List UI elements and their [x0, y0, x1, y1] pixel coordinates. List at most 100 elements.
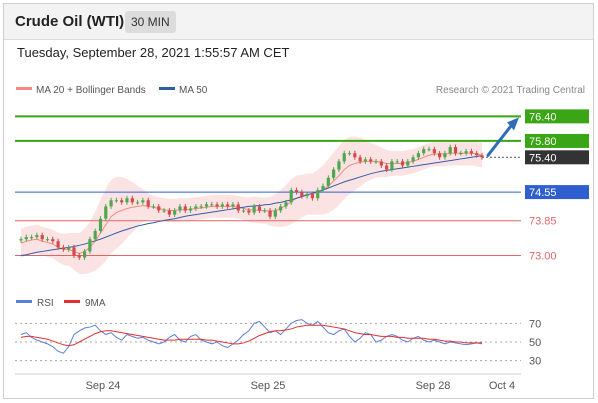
x-axis: Sep 24 Sep 25 Sep 28 Oct 4 — [15, 373, 521, 392]
candle-body — [358, 157, 362, 162]
legend-bollinger-swatch — [16, 87, 32, 90]
candle-body — [316, 190, 320, 199]
candle-body — [342, 153, 346, 162]
candle-body — [236, 204, 240, 211]
candle-body — [67, 247, 71, 250]
candle-body — [432, 149, 436, 154]
candle-body — [427, 149, 431, 151]
candle-body — [210, 204, 214, 206]
price-legend: MA 20 + Bollinger Bands MA 50 Research ©… — [16, 85, 585, 96]
candle-body — [130, 198, 134, 203]
x-tick-label: Sep 25 — [251, 380, 286, 392]
osc-tick-label: 50 — [529, 337, 541, 349]
candle-body — [199, 206, 203, 208]
source-credit: Research © 2021 Trading Central — [436, 85, 585, 96]
candle-body — [188, 208, 193, 211]
candle-body — [321, 185, 325, 191]
candle-body — [300, 192, 304, 197]
candle-body — [104, 206, 108, 219]
candle-body — [109, 200, 113, 207]
legend-rsi-swatch — [16, 300, 32, 303]
candle-body — [93, 230, 97, 240]
instrument-title: Crude Oil (WTI) — [15, 13, 125, 30]
candle-body — [379, 161, 383, 166]
candle-body — [268, 210, 272, 217]
candle-body — [120, 200, 124, 203]
x-tick-label: Sep 24 — [86, 380, 121, 392]
level-label-73.00: 73.00 — [529, 251, 557, 263]
candle-body — [390, 161, 394, 170]
candle-body — [231, 204, 235, 207]
candle-body — [406, 161, 410, 166]
candle-body — [459, 153, 463, 155]
candle-body — [252, 206, 256, 213]
candle-body — [305, 194, 309, 197]
forecast-arrow-shaft — [486, 121, 515, 157]
level-label-73.85: 73.85 — [529, 216, 557, 228]
candle-body — [125, 198, 129, 203]
candle-body — [220, 204, 224, 207]
candle-body — [374, 161, 378, 163]
candle-body — [183, 206, 187, 211]
candle-body — [56, 241, 60, 248]
candle-body — [284, 202, 288, 207]
legend-ma50-swatch — [159, 87, 175, 90]
legend-bollinger-label: MA 20 + Bollinger Bands — [36, 85, 146, 96]
candle-body — [411, 157, 415, 162]
candle-body — [82, 251, 87, 258]
legend-9ma-label: 9MA — [85, 298, 106, 309]
legend-rsi-label: RSI — [37, 298, 54, 309]
candle-body — [438, 153, 442, 158]
candle-body — [310, 194, 315, 199]
candle-body — [273, 210, 277, 217]
candle-body — [88, 239, 92, 252]
widget-header: Crude Oil (WTI) 30 MIN — [4, 4, 593, 40]
candle-body — [141, 200, 145, 203]
candle-body — [443, 153, 447, 158]
candle-body — [416, 153, 421, 158]
candle-body — [475, 153, 479, 156]
candle-body — [453, 147, 458, 154]
oscillator-panel: 70 50 30 — [15, 318, 541, 368]
candle-body — [353, 153, 357, 158]
candle-body — [448, 147, 452, 154]
candle-body — [289, 190, 293, 203]
legend-9ma-swatch — [64, 300, 80, 303]
candle-body — [24, 237, 28, 240]
candle-body — [135, 202, 140, 204]
x-tick-label: Sep 28 — [416, 380, 451, 392]
candle-body — [337, 161, 341, 170]
level-label-box — [525, 133, 589, 148]
oscillator-legend: RSI 9MA — [16, 298, 106, 309]
candle-body — [157, 206, 161, 211]
candle-body — [151, 206, 156, 208]
candle-body — [194, 206, 198, 209]
level-label-box — [525, 109, 589, 124]
chart-canvas: MA 20 + Bollinger Bands MA 50 Research ©… — [15, 85, 589, 392]
candle-body — [215, 204, 219, 207]
level-label-75.40: 75.40 — [529, 152, 557, 164]
candle-body — [247, 210, 251, 213]
candle-body — [279, 206, 283, 211]
ma50-line — [20, 155, 483, 257]
candle-body — [469, 151, 473, 154]
level-label-76.40: 76.40 — [529, 111, 557, 123]
price-panel: 76.40 75.80 75.40 74.55 73.85 73.00 — [15, 109, 589, 274]
candle-body — [363, 159, 368, 162]
candle-body — [162, 210, 166, 212]
candle-body — [326, 177, 330, 186]
candle-body — [173, 210, 177, 215]
candle-body — [35, 235, 39, 238]
candle-body — [114, 200, 118, 202]
x-tick-label: Oct 4 — [489, 380, 515, 392]
candle-body — [369, 159, 373, 162]
level-label-74.55: 74.55 — [529, 187, 557, 199]
candle-body — [422, 149, 426, 154]
chart-widget: Crude Oil (WTI) 30 MIN Tuesday, Septembe… — [3, 3, 594, 399]
candle-body — [178, 206, 182, 211]
interval-badge[interactable]: 30 MIN — [125, 11, 176, 33]
level-label-75.80: 75.80 — [529, 136, 557, 148]
rsi-ma-line — [20, 324, 482, 347]
candle-body — [385, 165, 389, 170]
forecast-arrow-head — [507, 117, 519, 131]
